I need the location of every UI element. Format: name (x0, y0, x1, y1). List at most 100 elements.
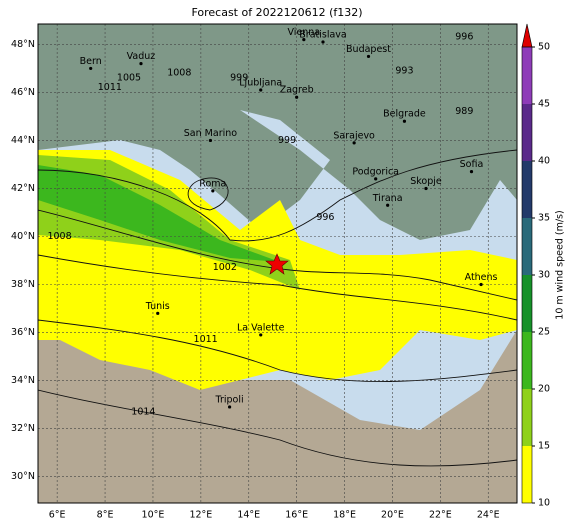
lat-tick-label: 38°N (11, 279, 35, 290)
colorbar-tick-label: 50 (538, 42, 550, 53)
lon-tick-label: 18°E (333, 510, 356, 521)
city-label: Skopje (410, 176, 442, 187)
colorbar-tick-label: 45 (538, 99, 550, 110)
isobar-label: 1005 (117, 73, 141, 84)
lat-tick-label: 40°N (11, 231, 35, 242)
colorbar-tick-label: 25 (538, 327, 550, 338)
lon-tick-label: 10°E (142, 510, 165, 521)
title: Forecast of 2022120612 (f132) (191, 6, 362, 19)
colorbar-segment (522, 332, 532, 389)
lon-tick-label: 8°E (97, 510, 114, 521)
colorbar-segment (522, 104, 532, 161)
isobar (38, 149, 517, 242)
lat-tick-label: 32°N (11, 423, 35, 434)
isobar-label: 1011 (194, 334, 218, 345)
isobar-label: 999 (278, 135, 296, 146)
isobar-label: 1008 (167, 68, 191, 79)
city-marker (424, 186, 428, 191)
city-marker (386, 203, 390, 207)
colorbar-tick-label: 35 (538, 213, 550, 224)
isobar (187, 177, 229, 211)
colorbar-tick-label: 30 (538, 270, 550, 281)
colorbar-segment (522, 47, 532, 104)
city-label: Tunis (145, 301, 170, 312)
colorbar-extend (521, 23, 533, 48)
colorbar-segment (522, 218, 532, 275)
city-marker (228, 405, 232, 409)
isobar-label: 993 (395, 65, 413, 76)
colorbar-segment (522, 161, 532, 218)
city-label: La Valette (237, 322, 285, 333)
city-label: San Marino (184, 128, 237, 139)
isobar (38, 319, 517, 382)
lat-tick-label: 46°N (11, 87, 35, 98)
lon-tick-label: 22°E (429, 510, 452, 521)
lat-tick-label: 44°N (11, 135, 35, 146)
lat-tick-label: 36°N (11, 327, 35, 338)
isobar-label: 1014 (131, 406, 155, 417)
city-marker (402, 119, 407, 123)
lon-tick-label: 14°E (237, 510, 260, 521)
city-label: Tripoli (215, 394, 244, 405)
isobar-label: 1011 (98, 82, 122, 93)
city-label: Athens (465, 272, 498, 283)
city-label: Vienna (288, 27, 321, 38)
city-marker (259, 333, 263, 337)
city-marker (302, 38, 306, 42)
isobar-label: 996 (455, 32, 473, 43)
colorbar-segment (522, 446, 532, 503)
city-label: Podgorica (352, 166, 399, 177)
map-area (38, 24, 517, 503)
isobar-label: 1002 (213, 262, 237, 273)
city-label: Sofia (460, 159, 484, 170)
lat-tick-label: 34°N (11, 375, 35, 386)
isobar (38, 254, 517, 321)
city-marker (479, 282, 483, 287)
city-label: Tirana (372, 193, 403, 204)
isobar-label: 999 (230, 73, 248, 84)
city-marker (366, 54, 371, 59)
lon-tick-label: 16°E (285, 510, 308, 521)
colorbar-tick-label: 40 (538, 156, 550, 167)
city-marker (352, 141, 356, 145)
city-label: Budapest (346, 44, 391, 55)
colorbar-segment (522, 389, 532, 446)
lat-tick-label: 42°N (11, 183, 35, 194)
city-label: Belgrade (383, 109, 426, 120)
city-marker (374, 177, 378, 181)
city-marker (139, 62, 143, 66)
city-marker (469, 170, 474, 174)
lat-tick-label: 30°N (11, 471, 35, 482)
lon-tick-label: 6°E (49, 510, 66, 521)
city-label: Sarajevo (333, 130, 375, 141)
isobar-label: 996 (316, 212, 334, 223)
city-marker (259, 88, 263, 92)
city-marker (89, 66, 93, 71)
isobar-label: 989 (455, 106, 473, 117)
city-marker (295, 95, 299, 99)
colorbar-segment (522, 275, 532, 332)
city-marker (211, 189, 215, 193)
storm-star (265, 253, 289, 275)
lat-tick-label: 48°N (11, 39, 35, 50)
lon-tick-label: 20°E (381, 510, 404, 521)
city-label: Ljubljana (239, 78, 282, 89)
lon-tick-label: 12°E (189, 510, 212, 521)
overlay: 6°E 8°E 10°E 12°E 14°E 16°E 18°E 20°E 22°E 24°E 30… (11, 23, 566, 521)
isobar-label: 1008 (47, 231, 71, 242)
city-marker (156, 311, 160, 315)
colorbar-tick-label: 20 (538, 384, 550, 395)
city-label: Bern (80, 56, 102, 67)
city-label: Bratislava (299, 30, 346, 41)
lon-tick-label: 24°E (477, 510, 500, 521)
wind-20-25 (38, 165, 280, 262)
colorbar-tick-label: 15 (538, 441, 550, 452)
colorbar-tick-label: 10 (538, 498, 550, 509)
isobar (38, 389, 517, 467)
city-marker (321, 40, 325, 44)
city-marker (208, 138, 213, 143)
city-label: Vaduz (127, 51, 156, 62)
map-frame (37, 23, 518, 504)
colorbar-label: 10 m wind speed (m/s) (555, 210, 566, 319)
